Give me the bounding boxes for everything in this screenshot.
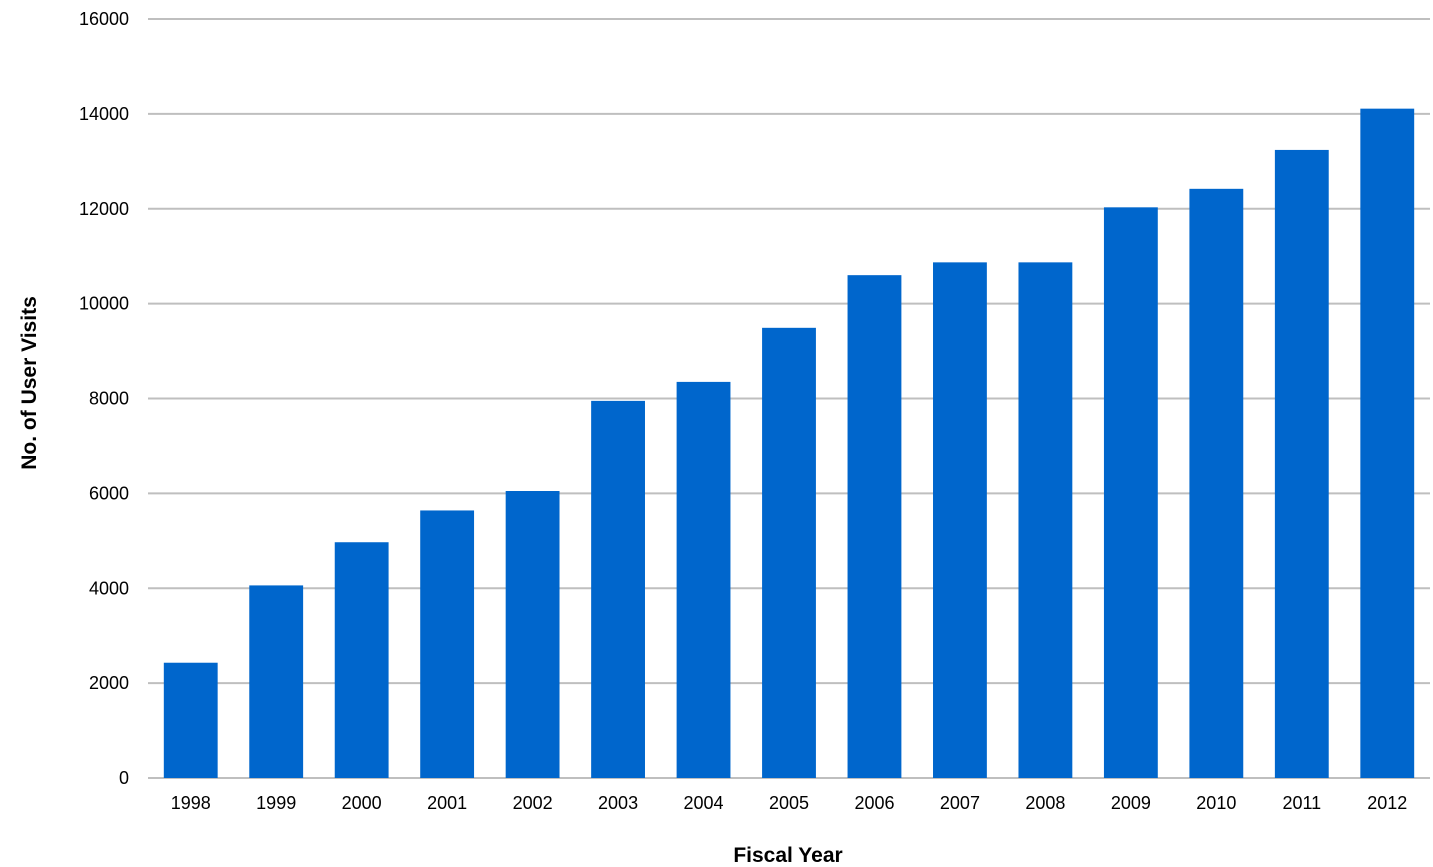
bar-2003 <box>591 400 645 778</box>
x-tick-label: 1998 <box>171 793 211 813</box>
x-tick-label: 2010 <box>1196 793 1236 813</box>
y-tick-label: 0 <box>119 768 129 788</box>
x-tick-label: 2006 <box>854 793 894 813</box>
y-axis-tick-labels: 0 2000 4000 6000 8000 10000 12000 14000 16000 <box>79 9 129 788</box>
x-tick-label: 2005 <box>769 793 809 813</box>
x-tick-label: 2002 <box>513 793 553 813</box>
y-tick-label: 12000 <box>79 199 129 219</box>
x-tick-label: 2004 <box>684 793 724 813</box>
x-tick-label: 2012 <box>1367 793 1407 813</box>
x-tick-label: 1999 <box>256 793 296 813</box>
bars <box>163 108 1415 779</box>
y-tick-label: 4000 <box>89 578 129 598</box>
bar-2011 <box>1274 149 1329 779</box>
x-tick-label: 2003 <box>598 793 638 813</box>
x-tick-label: 2011 <box>1282 793 1321 813</box>
y-axis-title: No. of User Visits <box>18 296 41 470</box>
bar-2012 <box>1360 108 1415 779</box>
bar-2004 <box>676 381 731 778</box>
y-tick-label: 2000 <box>89 673 129 693</box>
bar-1999 <box>249 585 304 778</box>
y-tick-label: 14000 <box>79 104 129 124</box>
x-tick-label: 2000 <box>342 793 382 813</box>
x-axis-tick-labels: 1998 1999 2000 2001 2002 2003 2004 2005 2006 2007… <box>171 793 1408 813</box>
x-axis-title: Fiscal Year <box>733 844 842 867</box>
x-tick-label: 2001 <box>427 793 467 813</box>
bar-2008 <box>1018 262 1073 778</box>
x-tick-label: 2008 <box>1025 793 1065 813</box>
y-tick-label: 16000 <box>79 9 129 29</box>
bar-1998 <box>163 662 218 778</box>
bar-2000 <box>334 542 389 778</box>
y-tick-label: 10000 <box>79 294 129 314</box>
y-tick-label: 8000 <box>89 389 129 409</box>
bar-2010 <box>1189 188 1244 779</box>
x-tick-label: 2009 <box>1111 793 1151 813</box>
bar-2006 <box>847 275 902 778</box>
bar-2005 <box>762 327 816 778</box>
y-tick-label: 6000 <box>89 483 129 503</box>
bar-2001 <box>420 510 475 778</box>
x-tick-label: 2007 <box>940 793 980 813</box>
bar-2002 <box>505 491 560 778</box>
bar-2007 <box>933 262 987 778</box>
bar-2009 <box>1103 207 1158 778</box>
